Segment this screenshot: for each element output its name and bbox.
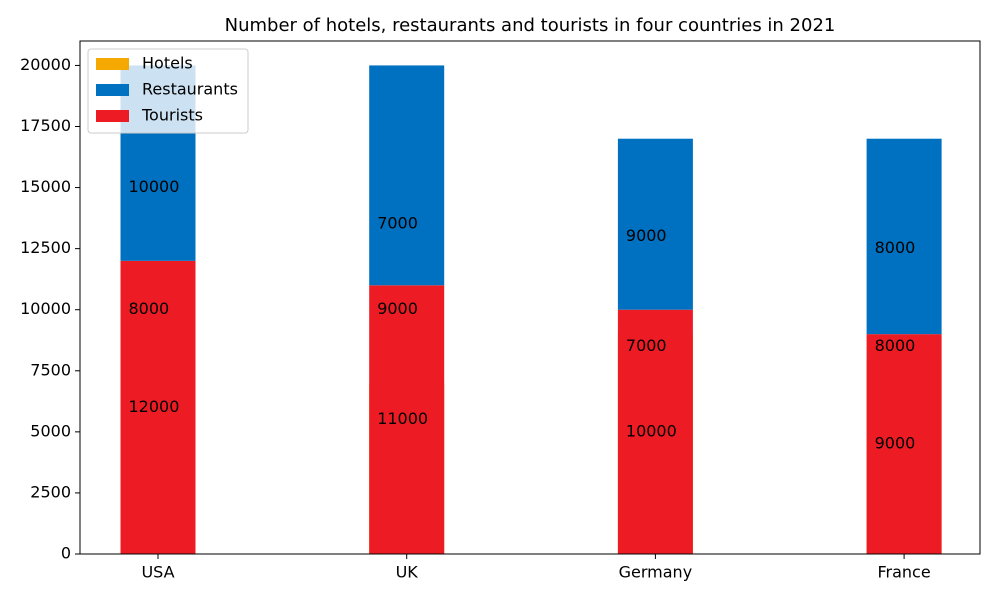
bar xyxy=(120,260,196,554)
bar xyxy=(617,138,693,310)
value-label: 10000 xyxy=(626,421,677,440)
legend-swatch xyxy=(96,58,129,70)
y-tick-label: 17500 xyxy=(20,116,71,135)
value-label: 9000 xyxy=(626,226,667,245)
bar xyxy=(866,138,942,335)
legend-label: Hotels xyxy=(142,54,193,73)
x-tick-label: France xyxy=(877,563,930,582)
y-tick-label: 15000 xyxy=(20,177,71,196)
bar xyxy=(617,309,693,554)
y-tick-label: 5000 xyxy=(30,421,71,440)
value-label: 8000 xyxy=(875,336,916,355)
y-tick-label: 2500 xyxy=(30,482,71,501)
y-tick-label: 10000 xyxy=(20,299,71,318)
y-tick-label: 0 xyxy=(61,544,71,563)
value-label: 8000 xyxy=(875,238,916,257)
y-tick-label: 7500 xyxy=(30,360,71,379)
x-tick-label: USA xyxy=(141,563,174,582)
value-label: 8000 xyxy=(129,299,170,318)
legend-swatch xyxy=(96,84,129,96)
x-tick-label: Germany xyxy=(619,563,693,582)
bar xyxy=(369,285,445,554)
legend-swatch xyxy=(96,110,129,122)
chart-title: Number of hotels, restaurants and touris… xyxy=(225,15,836,36)
y-tick-label: 20000 xyxy=(20,55,71,74)
value-label: 12000 xyxy=(129,397,180,416)
value-label: 10000 xyxy=(129,177,180,196)
value-label: 7000 xyxy=(377,214,418,233)
plot-frame xyxy=(79,40,981,555)
legend-label: Tourists xyxy=(141,106,203,125)
legend-label: Restaurants xyxy=(142,80,238,99)
value-label: 7000 xyxy=(626,336,667,355)
bar xyxy=(866,334,942,554)
bar xyxy=(369,65,445,286)
value-label: 9000 xyxy=(377,299,418,318)
y-tick-label: 12500 xyxy=(20,238,71,257)
value-label: 11000 xyxy=(377,409,428,428)
x-tick-label: UK xyxy=(396,563,419,582)
value-label: 9000 xyxy=(875,434,916,453)
